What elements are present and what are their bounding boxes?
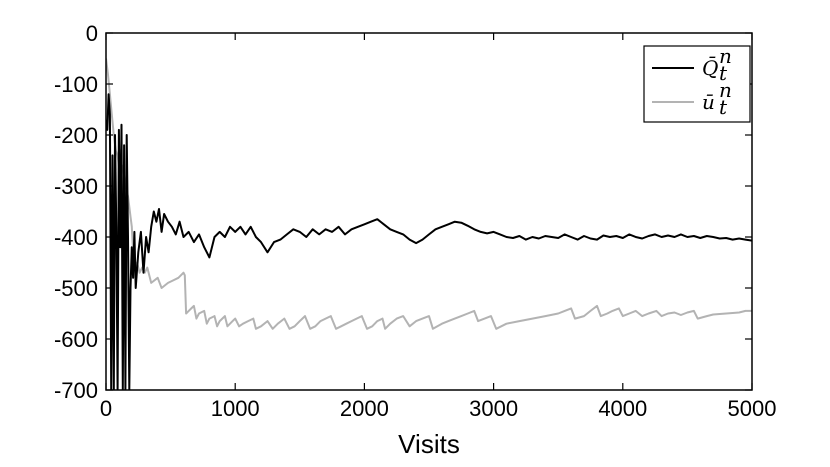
y-tick-label: -600 [54,327,98,352]
series-line-1 [106,58,752,330]
y-tick-label: 0 [86,21,98,46]
x-tick-label: 0 [100,396,112,421]
x-tick-label: 3000 [469,396,518,421]
x-tick-label: 5000 [728,396,777,421]
legend: Q̄ ntū nt [643,44,751,123]
legend-label-sup: n [719,78,732,102]
y-axis: 0 -100 -200 -300 -400 -500 -600 -700 [54,21,752,403]
y-tick-label: -300 [54,174,98,199]
legend-label-sup: n [719,44,732,68]
x-tick-label: 2000 [340,396,389,421]
legend-label-sub: t [719,61,728,85]
legend-label: Q̄ [702,55,718,80]
y-tick-label: -200 [54,123,98,148]
series-line-0 [106,93,752,390]
plot-frame [105,32,753,391]
legend-box [643,45,751,123]
legend-label-sub: t [719,95,728,119]
series-layer [106,58,752,390]
y-tick-label: -400 [54,225,98,250]
y-tick-label: -500 [54,276,98,301]
x-tick-label: 1000 [211,396,260,421]
x-tick-label: 4000 [598,396,647,421]
y-tick-label: -700 [54,378,98,403]
y-tick-label: -100 [54,72,98,97]
x-axis: 0 1000 2000 3000 4000 5000 [100,33,777,421]
legend-label: ū [702,90,715,114]
x-axis-label: Visits [398,429,460,459]
